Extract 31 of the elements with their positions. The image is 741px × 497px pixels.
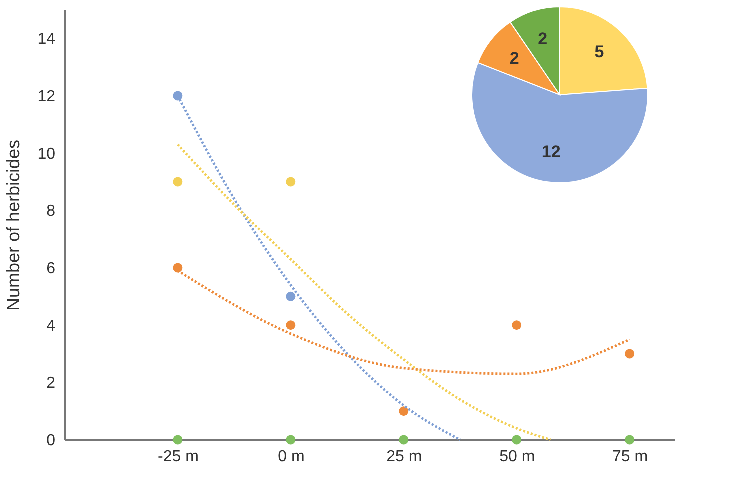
x-tick-label: 25 m — [386, 448, 422, 466]
point — [625, 435, 635, 445]
data-label: 5 — [594, 42, 604, 62]
x-tick-label: 0 m — [278, 448, 305, 466]
y-tick-label: 4 — [46, 318, 56, 335]
y-tick-label: 8 — [46, 203, 56, 220]
x-tick-label: 50 m — [500, 448, 536, 466]
point — [173, 435, 183, 445]
y-tick-label: 14 — [38, 31, 56, 48]
point — [399, 406, 409, 416]
point — [512, 435, 522, 445]
data-label: 2 — [538, 30, 548, 49]
x-tick-label: 75 m — [612, 448, 648, 466]
point — [286, 435, 296, 445]
data-label: 2 — [510, 48, 520, 68]
point — [625, 349, 635, 359]
y-tick-label: 10 — [38, 146, 56, 163]
x-tick-label: -25 m — [158, 448, 199, 466]
y-tick-label: 0 — [46, 432, 56, 450]
point — [173, 263, 183, 273]
point — [173, 177, 183, 187]
point — [286, 292, 296, 302]
point — [286, 320, 296, 330]
y-tick-label: 6 — [46, 260, 56, 278]
data-label: 12 — [542, 142, 561, 162]
point — [286, 177, 296, 187]
point — [399, 435, 409, 445]
point — [512, 320, 522, 330]
y-tick-label: 12 — [38, 88, 56, 106]
y-tick-label: 2 — [46, 375, 56, 392]
y-axis-title: Number of herbicides — [4, 140, 24, 312]
